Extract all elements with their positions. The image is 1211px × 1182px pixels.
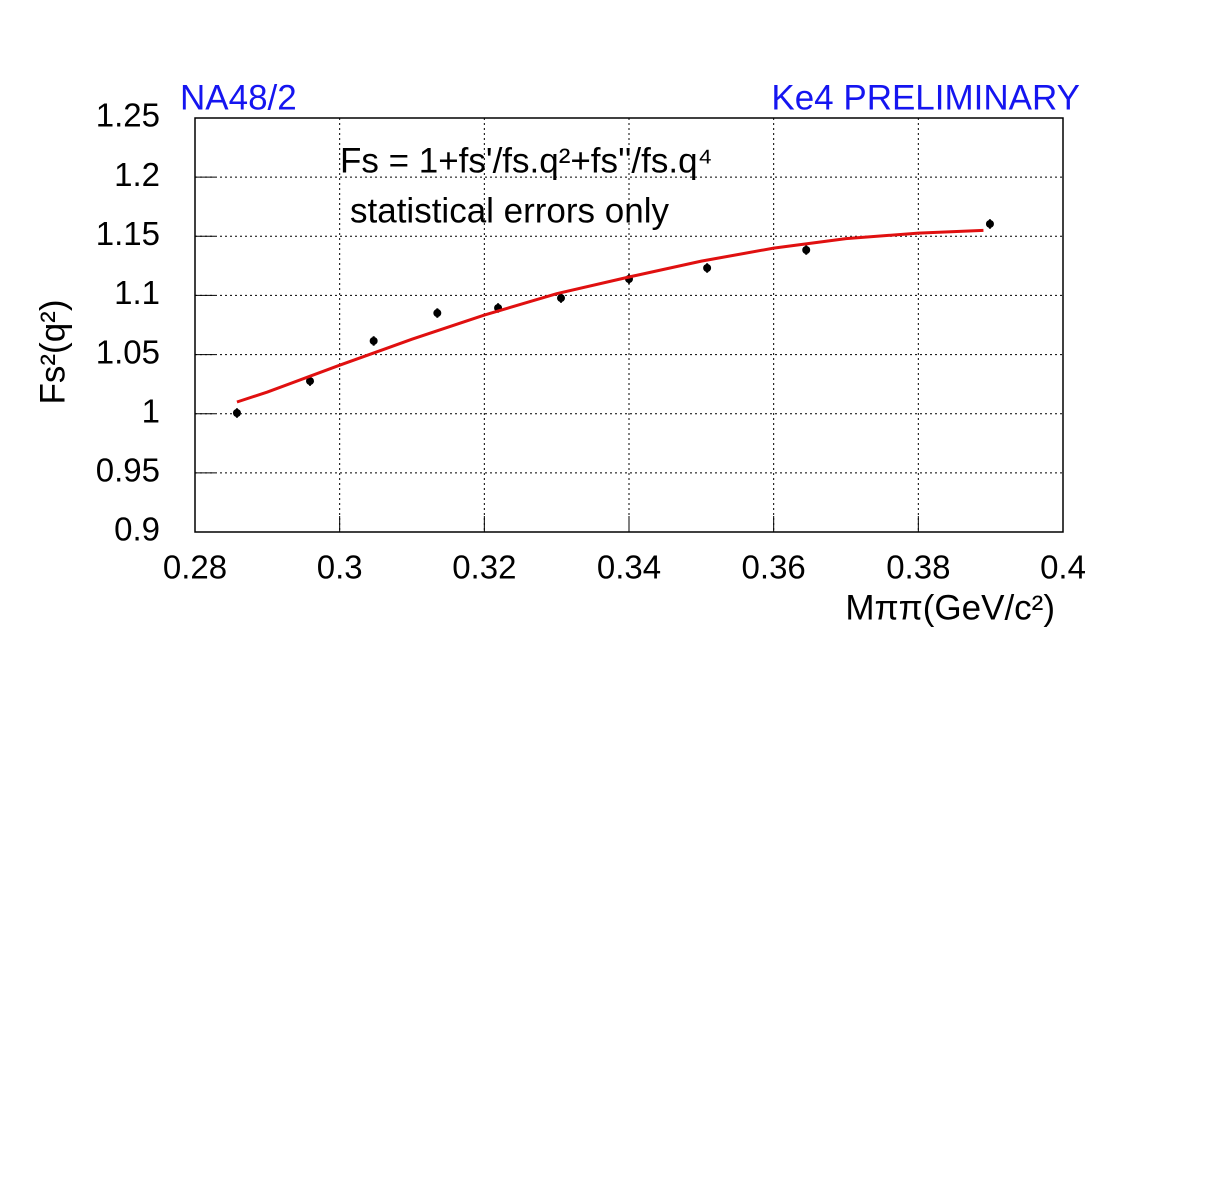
data-point [557,294,566,303]
formula: Fs = 1+fs'/fs.q²+fs''/fs.q⁴ [340,141,713,180]
y-tick-label: 1.1 [114,274,160,311]
data-point [802,246,811,255]
y-tick-label: 1.2 [114,156,160,193]
y-tick-label: 0.9 [114,511,160,548]
x-tick-label: 0.32 [452,549,516,586]
x-tick-label: 0.34 [597,549,661,586]
data-point [369,336,378,345]
note: statistical errors only [350,191,669,230]
data-point [433,309,442,318]
y-tick-label: 1.05 [96,333,160,370]
data-point [306,377,315,386]
y-tick-label: 0.95 [96,452,160,489]
title-right: Ke4 PRELIMINARY [771,78,1080,117]
y-tick-label: 1.15 [96,215,160,252]
data-point [985,219,994,228]
y-axis-label: Fs²(q²) [33,300,72,405]
y-tick-label: 1 [142,392,160,429]
data-point [703,263,712,272]
x-tick-label: 0.3 [317,549,363,586]
x-tick-label: 0.36 [742,549,806,586]
data-point [232,409,241,418]
plot-frame [194,117,1064,533]
x-tick-label: 0.38 [886,549,950,586]
fit-line [236,228,984,404]
x-axis-label: Mππ(GeV/c²) [845,588,1055,627]
y-tick-label: 1.25 [96,97,160,134]
x-tick-label: 0.4 [1040,549,1086,586]
x-tick-label: 0.28 [163,549,227,586]
title-left: NA48/2 [180,78,297,117]
